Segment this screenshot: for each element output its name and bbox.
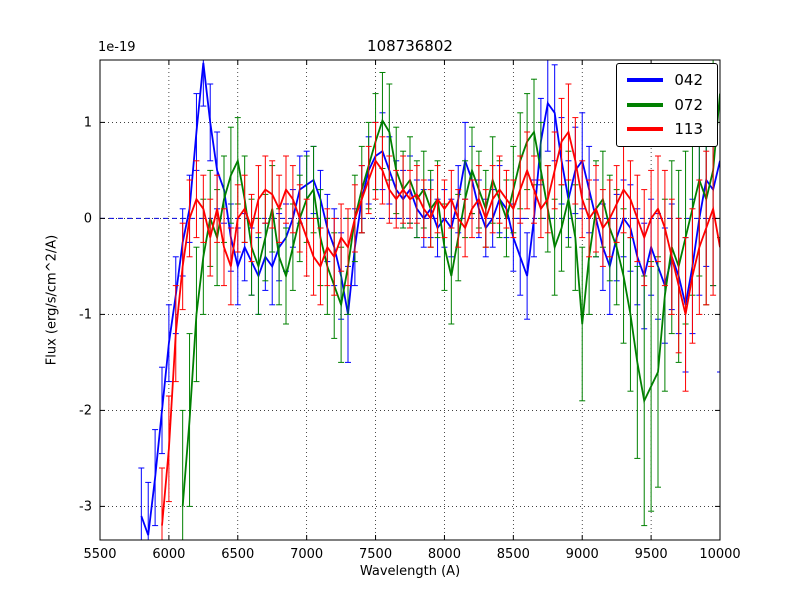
svg-text:6000: 6000	[152, 547, 185, 562]
legend-entry-072: 072	[627, 95, 703, 114]
legend-line-sample-113	[627, 127, 664, 132]
svg-text:9000: 9000	[566, 547, 599, 562]
legend-entry-113: 113	[627, 121, 703, 138]
svg-text:7000: 7000	[290, 547, 323, 562]
y-axis-offset-label: 1e-19	[98, 40, 136, 55]
x-axis-label: Wavelength (A)	[359, 564, 461, 579]
legend-label-042: 042	[674, 71, 703, 89]
svg-text:5500: 5500	[83, 547, 116, 562]
svg-text:9500: 9500	[635, 547, 668, 562]
legend-line-sample-072	[627, 102, 664, 107]
svg-text:8000: 8000	[428, 547, 461, 562]
svg-text:8500: 8500	[497, 547, 530, 562]
legend-label-113: 113	[674, 120, 703, 138]
legend-entry-042: 042	[627, 72, 703, 89]
y-axis-label: Flux (erg/s/cm^2/A)	[44, 234, 60, 366]
legend-label-072: 072	[674, 95, 703, 114]
svg-text:1: 1	[84, 115, 92, 130]
legend: 042 072 113	[616, 63, 718, 147]
svg-text:-1: -1	[79, 307, 92, 322]
svg-text:6500: 6500	[221, 547, 254, 562]
svg-text:0: 0	[84, 211, 92, 226]
svg-text:-3: -3	[79, 499, 92, 514]
chart-title: 108736802	[367, 37, 453, 55]
svg-text:7500: 7500	[359, 547, 392, 562]
svg-text:-2: -2	[79, 403, 92, 418]
svg-text:10000: 10000	[699, 547, 740, 562]
legend-line-sample-042	[627, 78, 664, 83]
